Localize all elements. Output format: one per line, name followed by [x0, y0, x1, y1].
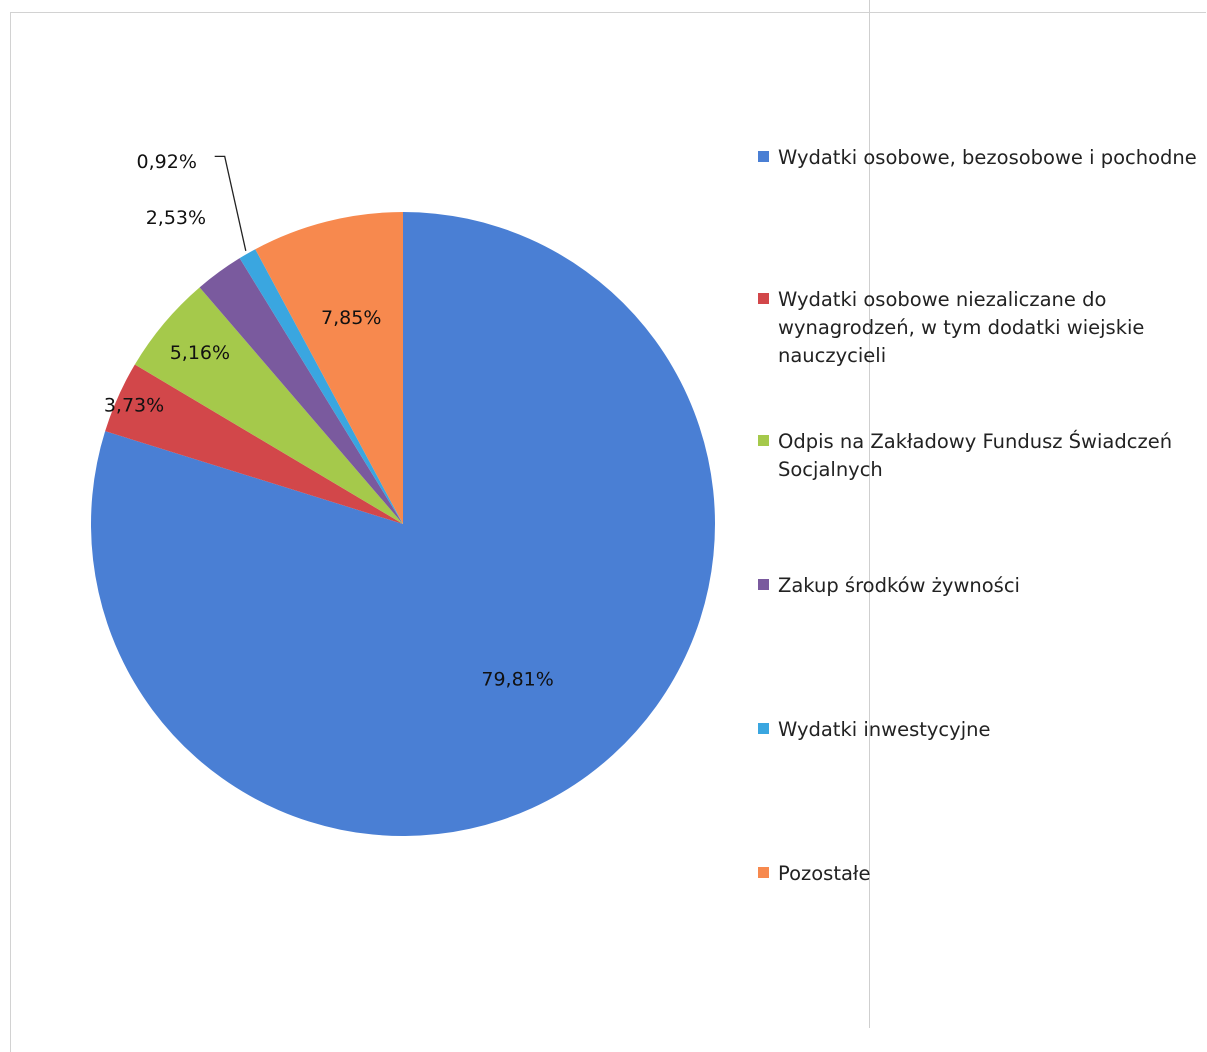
legend-swatch [758, 293, 769, 304]
pie-data-labels: 79,81% 3,73% 5,16% 2,53% 0,92% 7,85% [104, 151, 554, 690]
pie-slices [91, 212, 716, 837]
legend-item: Wydatki inwestycyjne [758, 716, 1203, 744]
data-label: 7,85% [321, 307, 381, 329]
legend-swatch [758, 151, 769, 162]
data-label: 5,16% [170, 342, 230, 364]
pie-chart: 79,81% 3,73% 5,16% 2,53% 0,92% 7,85% [91, 151, 716, 837]
legend-label: Wydatki inwestycyjne [778, 718, 991, 741]
pie-slice [105, 364, 403, 524]
legend-item: Zakup środków żywności [758, 572, 1203, 600]
chart-frame [10, 12, 1206, 1052]
legend-item: Wydatki osobowe, bezosobowe i pochodne [758, 144, 1203, 172]
legend-item: Wydatki osobowe niezaliczane do wynagrod… [758, 286, 1203, 370]
legend-swatch [758, 435, 769, 446]
legend-swatch [758, 579, 769, 590]
scan-line [869, 0, 870, 1028]
pie-slice [255, 212, 403, 524]
legend-item: Odpis na Zakładowy Fundusz Świadczeń Soc… [758, 428, 1203, 484]
legend-swatch [758, 723, 769, 734]
data-label: 2,53% [146, 207, 206, 229]
pie-slice [239, 249, 403, 524]
legend-label: Wydatki osobowe niezaliczane do wynagrod… [778, 288, 1145, 367]
data-label: 0,92% [137, 151, 197, 173]
legend-item: Pozostałe [758, 860, 1203, 888]
data-label: 79,81% [481, 668, 553, 690]
pie-slice [91, 212, 716, 837]
pie-slice [134, 287, 403, 524]
legend-label: Odpis na Zakładowy Fundusz Świadczeń Soc… [778, 430, 1173, 481]
legend-label: Wydatki osobowe, bezosobowe i pochodne [778, 146, 1197, 169]
legend-label: Zakup środków żywności [778, 574, 1020, 597]
legend-label: Pozostałe [778, 862, 871, 885]
leader-line [214, 155, 247, 252]
data-label: 3,73% [104, 394, 164, 416]
pie-slice [199, 258, 403, 524]
legend-swatch [758, 867, 769, 878]
